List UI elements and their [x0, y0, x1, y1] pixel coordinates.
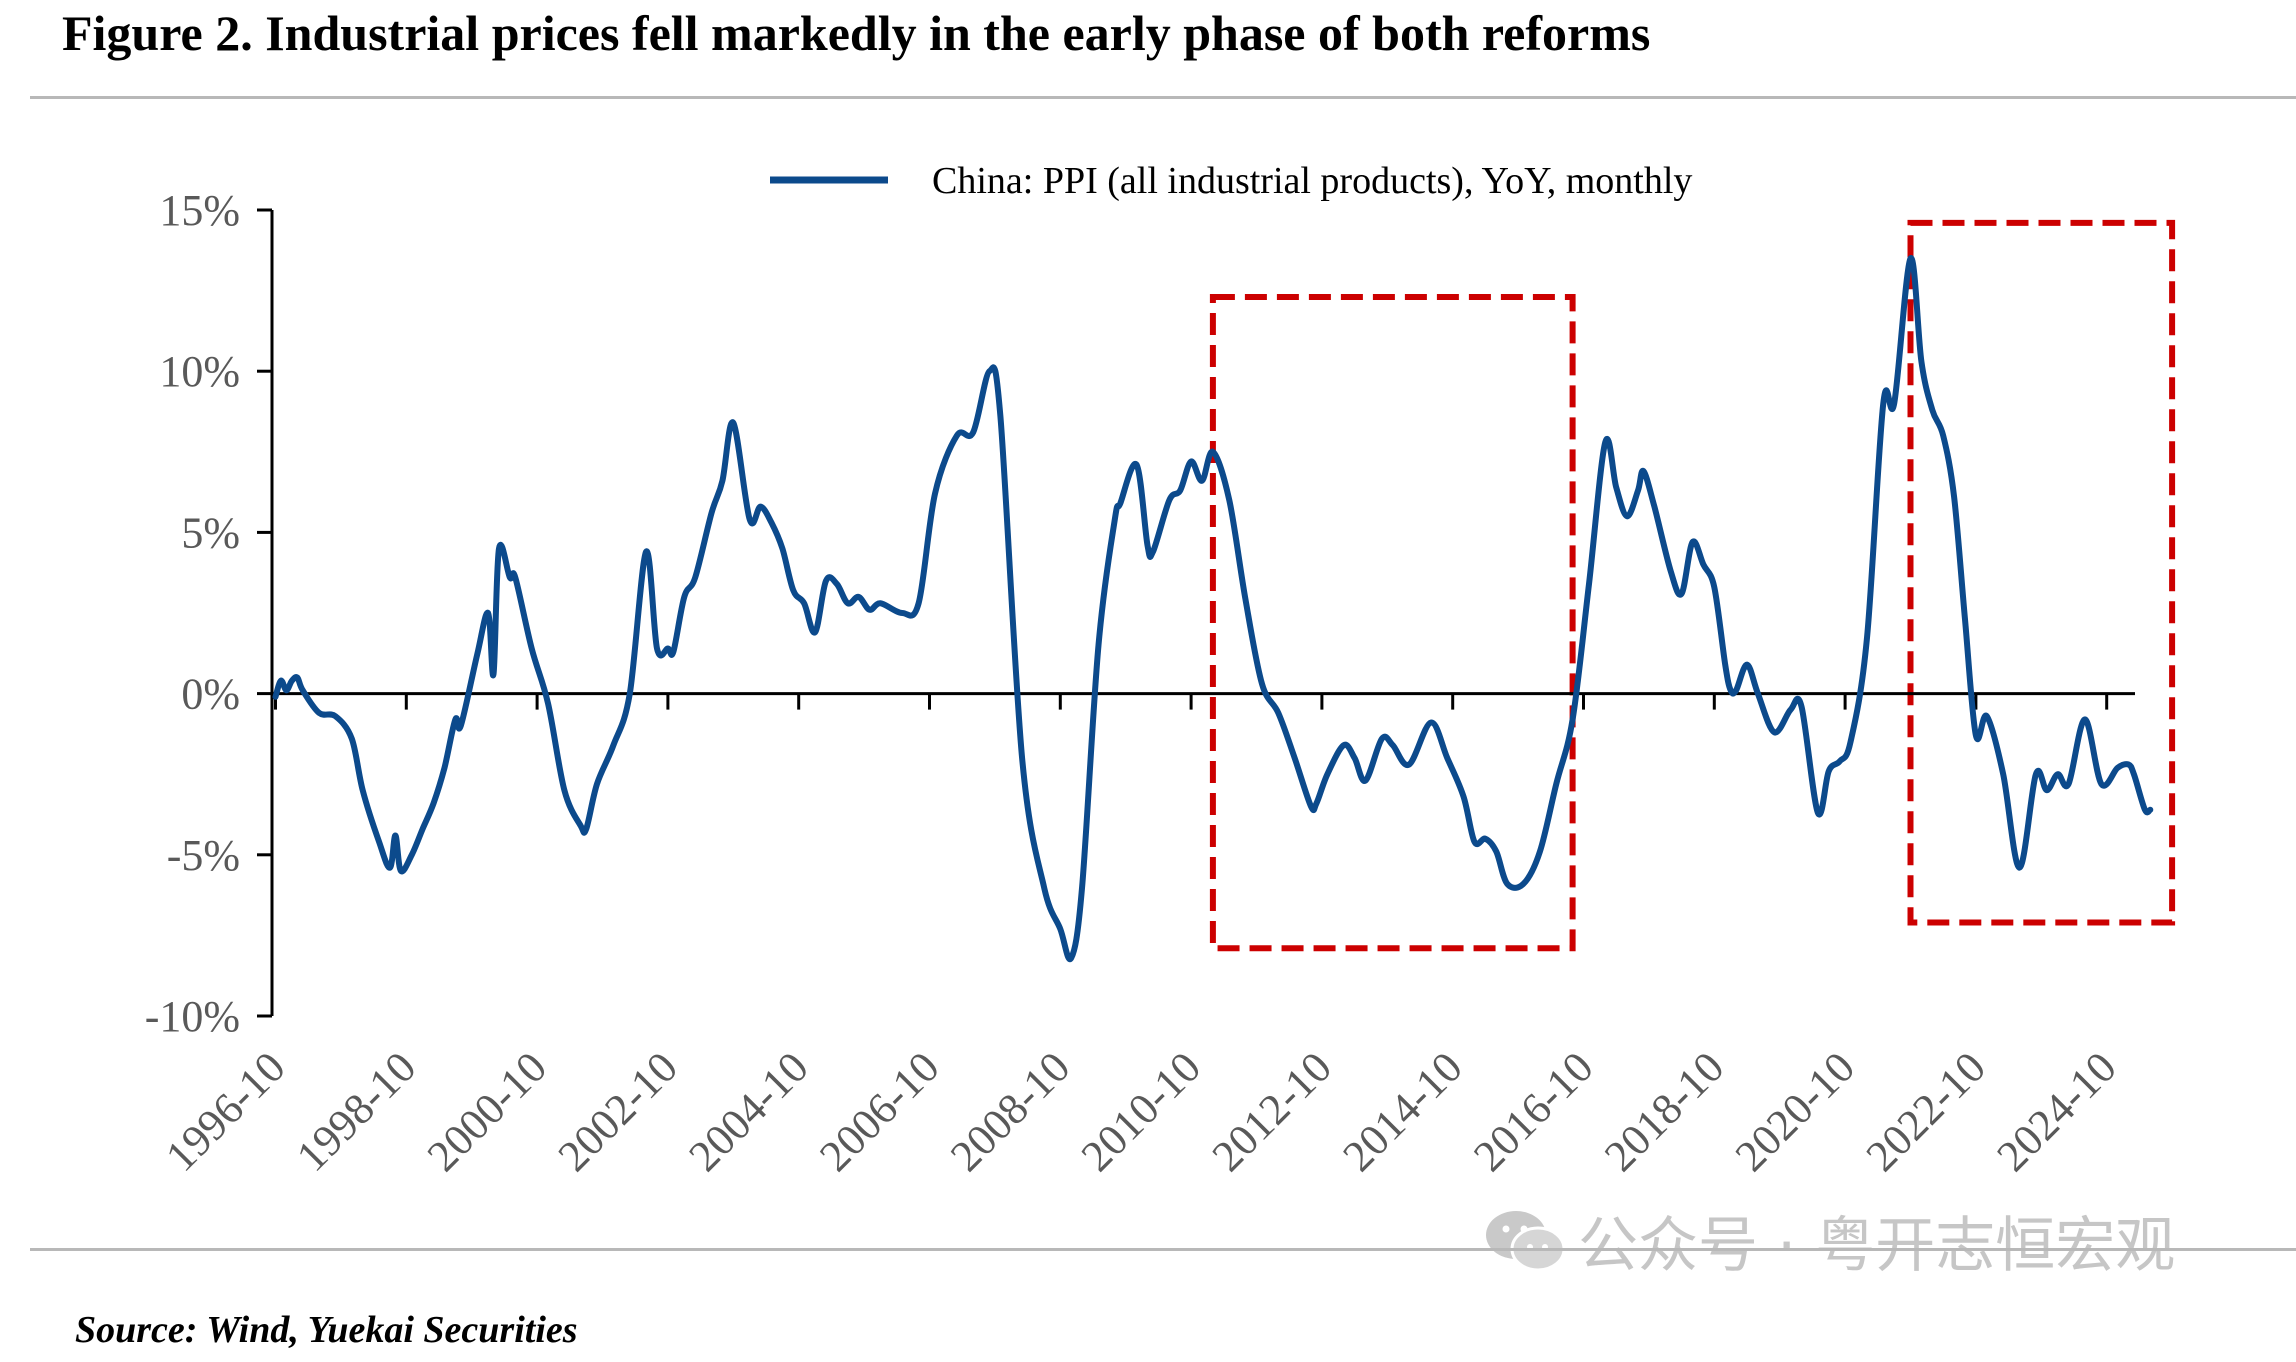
- x-tick-label: 2020-10: [1726, 1042, 1864, 1180]
- x-tick-label: 2000-10: [418, 1042, 556, 1180]
- highlight-box-1: [1209, 294, 1576, 952]
- y-tick-label: 0%: [181, 670, 240, 719]
- y-tick-label: -5%: [167, 831, 240, 880]
- source-note: Source: Wind, Yuekai Securities: [75, 1309, 578, 1351]
- axes: [257, 208, 2135, 1018]
- watermark-text: 公众号 · 粤开志恒宏观: [1578, 1210, 2176, 1281]
- series-line-ppi: [272, 255, 2154, 963]
- x-tick-label: 2002-10: [549, 1042, 687, 1180]
- x-tick-label: 2004-10: [679, 1042, 817, 1180]
- figure-title: Figure 2. Industrial prices fell markedl…: [62, 5, 1651, 61]
- y-tick-label: -10%: [145, 992, 240, 1041]
- y-tick-label: 15%: [159, 186, 240, 235]
- y-tick-labels: 15% 10% 5% 0% -5% -10%: [145, 186, 240, 1041]
- x-tick-label: 2014-10: [1333, 1042, 1471, 1180]
- series-line-group: [272, 255, 2154, 963]
- highlight-box-2: [1907, 219, 2176, 926]
- x-tick-label: 2022-10: [1857, 1042, 1995, 1180]
- x-tick-label: 2010-10: [1072, 1042, 1210, 1180]
- x-tick-label: 1998-10: [287, 1042, 425, 1180]
- x-tick-label: 2012-10: [1203, 1042, 1341, 1180]
- x-tick-label: 2016-10: [1464, 1042, 1602, 1180]
- y-tick-label: 10%: [159, 347, 240, 396]
- watermark: 公众号 · 粤开志恒宏观: [1482, 1200, 2175, 1281]
- x-tick-label: 2018-10: [1595, 1042, 1733, 1180]
- top-rule: [30, 96, 2296, 99]
- bottom-rule: [30, 1248, 2296, 1251]
- x-tick-label: 2008-10: [941, 1042, 1079, 1180]
- x-tick-label: 2024-10: [1987, 1042, 2125, 1180]
- x-tick-label: 2006-10: [810, 1042, 948, 1180]
- x-tick-label: 1996-10: [156, 1042, 294, 1180]
- legend-label: China: PPI (all industrial products), Yo…: [932, 160, 1692, 202]
- legend: China: PPI (all industrial products), Yo…: [770, 160, 1692, 202]
- wechat-icon: [1486, 1211, 1566, 1272]
- y-tick-label: 5%: [181, 508, 240, 557]
- highlight-boxes: [1209, 219, 2176, 952]
- x-tick-labels: 1996-101998-102000-102002-102004-102006-…: [156, 1042, 2126, 1180]
